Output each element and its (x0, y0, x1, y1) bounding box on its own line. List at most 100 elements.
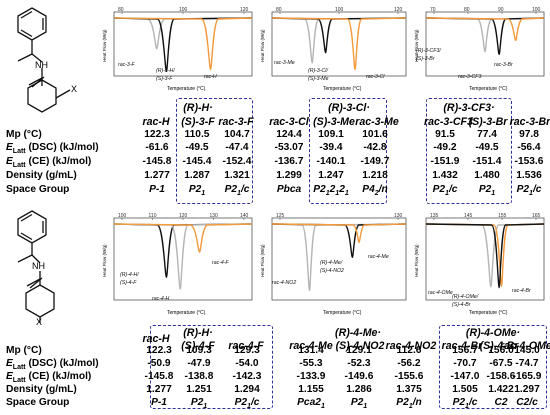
table-cell: 97.8 (519, 129, 539, 140)
col-header-rac-3cl: rac-3-Cl (269, 116, 309, 128)
table-cell: -133.9 (296, 371, 326, 382)
tick-label: 80 (276, 7, 282, 13)
table-cell: 1.218 (362, 170, 388, 181)
para-substituted-amide-structure: NH X (17, 210, 55, 325)
table-cell: -136.7 (274, 156, 304, 167)
col-header-rac-3f: rac-3-F (218, 116, 254, 128)
table-cell: 1.247 (318, 170, 344, 181)
table-cell: 1.294 (234, 384, 260, 395)
col-header-rac-4f: rac-4-F (228, 340, 264, 352)
x-axis-label: Temperature (°C) (323, 86, 362, 92)
row-label-mp: Mp (°C) (6, 129, 42, 140)
table-cell: 1.277 (144, 170, 170, 181)
orange-dsc-trace (425, 223, 545, 287)
cocrystal-box-3cf3-3br (426, 98, 512, 204)
orange-dsc-trace (271, 223, 407, 244)
table-cell: -47.4 (225, 142, 249, 153)
trace-label: rac-3-Br (494, 62, 513, 68)
table-cell: -149.7 (360, 156, 390, 167)
dsc-chart-bot-NO2: Heat Flow (W/g) Temperature (°C) 125 130 rac… (260, 213, 407, 316)
col-header-rac-h: rac-H (142, 116, 170, 128)
table-cell: -50.9 (147, 358, 171, 369)
table-cell: -61.6 (145, 142, 169, 153)
row-label-density: Density (g/mL) (6, 384, 77, 395)
x-axis-label: Temperature (°C) (323, 310, 362, 316)
table-cell: -53.07 (274, 142, 304, 153)
dsc-chart-top-Cl: Heat Flow (W/g) Temperature (°C) 80 100 120 r… (260, 7, 407, 92)
table-cell: -55.3 (299, 358, 323, 369)
tick-label: 135 (430, 213, 439, 219)
table-cell: P21/n (396, 397, 422, 411)
table-cell: P-1 (149, 184, 165, 195)
table-cell: 109.3 (186, 345, 212, 356)
orange-dsc-trace (113, 223, 253, 253)
tick-label: 155 (498, 213, 507, 219)
table-cell: -42.8 (363, 142, 387, 153)
y-axis-label: Heat Flow (W/g) (102, 29, 107, 62)
y-axis-label: Heat Flow (W/g) (102, 244, 107, 277)
tick-label: 120 (394, 7, 403, 13)
table-cell: 109.1 (318, 129, 344, 140)
col-header-s-4br: (S)-4-Br (479, 340, 519, 352)
table-cell: -74.7 (515, 358, 539, 369)
trace-label: rac-3-F (118, 62, 136, 68)
x-axis-label: Temperature (°C) (167, 310, 206, 316)
gray-dsc-trace (425, 223, 545, 288)
cocrystal-box-4ome-4br (439, 325, 547, 409)
row-label-elatt-dsc: ELatt (DSC) (kJ/mol) (6, 358, 99, 372)
black-dsc-trace (425, 17, 545, 56)
table-cell: -47.9 (187, 358, 211, 369)
table-cell: 131.4 (298, 345, 324, 356)
col-header-rac-h: rac-H (142, 333, 170, 345)
gray-dsc-trace (113, 223, 253, 290)
table-cell: C2/c (516, 397, 538, 408)
trace-label: rac-4-OMe (428, 290, 453, 296)
trace-label: rac-4-H (152, 296, 170, 302)
trace-label: (S)-4-F (120, 280, 137, 286)
tick-label: 130 (394, 213, 403, 219)
table-cell: P21/c (432, 184, 458, 198)
row-label-space-group: Space Group (6, 397, 70, 408)
nh-label: NH (35, 60, 48, 70)
col-header-rac-4ome: rac-4-OMe (500, 340, 550, 352)
table-cell: 156.7 (452, 345, 478, 356)
row-label-density: Density (g/mL) (6, 170, 77, 181)
table-cell: 129.1 (346, 345, 372, 356)
table-cell: -49.5 (185, 142, 209, 153)
plot-frame (425, 11, 545, 77)
table-cell: P21 (350, 397, 368, 411)
tick-label: 90 (498, 7, 504, 13)
table-cell: Pca21 (297, 397, 325, 411)
table-cell: 1.321 (224, 170, 250, 181)
trace-label: (S)-3-Br (416, 56, 435, 62)
table-cell: -67.5 (489, 358, 513, 369)
table-cell: 1.297 (514, 384, 540, 395)
table-cell: -151.9 (430, 156, 460, 167)
table-cell: -153.6 (514, 156, 544, 167)
table-cell: -145.4 (182, 156, 212, 167)
table-cell: 112.6 (396, 345, 422, 356)
table-cell: 1.299 (276, 170, 302, 181)
table-cell: -158.6 (486, 371, 516, 382)
orange-dsc-trace (425, 17, 545, 42)
trace-label: rac-H (204, 74, 217, 80)
table-cell: 1.287 (184, 170, 210, 181)
tick-label: 100 (335, 7, 344, 13)
nh-label: NH (32, 261, 45, 271)
gray-dsc-trace (271, 223, 407, 292)
table-cell: P21 (190, 397, 208, 411)
col-header-rac-4me: rac-4-Me (289, 340, 333, 352)
table-cell: 110.5 (184, 129, 210, 140)
tick-label: 140 (240, 213, 249, 219)
dsc-chart-bot-Br: Heat Flow (W/g) Temperature (°C) 135 145 155… (414, 213, 545, 316)
y-axis-label: Heat Flow (W/g) (414, 29, 419, 62)
row-label-elatt-dsc: ELatt (DSC) (kJ/mol) (6, 142, 99, 156)
table-cell: C2 (494, 397, 508, 408)
col-header-s-3me: (S)-3-Me (313, 116, 355, 128)
table-cell: 1.251 (186, 384, 212, 395)
trace-label: (R)-3-H/ (156, 68, 175, 74)
tick-label: 100 (179, 7, 188, 13)
table-cell: -49.5 (475, 142, 499, 153)
table-cell: P21/c (452, 397, 478, 411)
col-header-s-3f: (S)-3-F (181, 116, 215, 128)
